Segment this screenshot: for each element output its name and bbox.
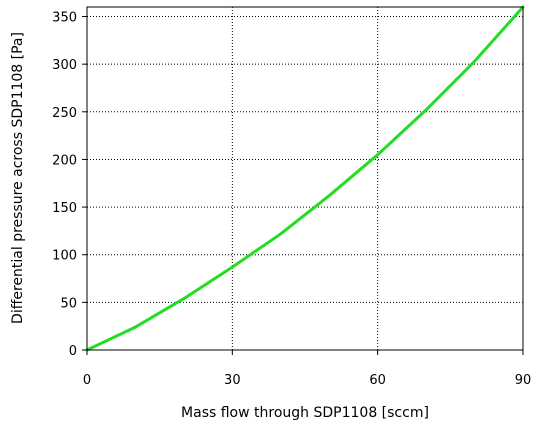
- y-axis-title: Differential pressure across SDP1108 [Pa…: [10, 32, 26, 324]
- series-layer: [85, 5, 525, 352]
- y-tick-label: 50: [60, 296, 77, 311]
- x-tick-labels: 0 30 60 90: [83, 350, 531, 388]
- x-axis-title: Mass flow through SDP1108 [sccm]: [181, 405, 429, 421]
- plot-background: [87, 7, 523, 350]
- x-tick-label: 60: [369, 373, 386, 388]
- y-tick-label: 250: [52, 106, 77, 121]
- x-tick-label: 30: [224, 373, 241, 388]
- y-tick-label: 300: [52, 58, 77, 73]
- y-tick-label: 0: [69, 344, 77, 359]
- y-tick-label: 350: [52, 11, 77, 26]
- y-tick-label: 200: [52, 153, 77, 168]
- y-tick-label: 150: [52, 201, 77, 216]
- grid: [87, 7, 523, 350]
- x-tick-label: 90: [515, 373, 532, 388]
- x-tick-label: 0: [83, 373, 91, 388]
- y-tick-labels: 0 50 100 150 200 250 300 350: [52, 11, 87, 359]
- y-tick-label: 100: [52, 249, 77, 264]
- plot-frame: [86, 6, 524, 351]
- series-line-0: [85, 5, 525, 352]
